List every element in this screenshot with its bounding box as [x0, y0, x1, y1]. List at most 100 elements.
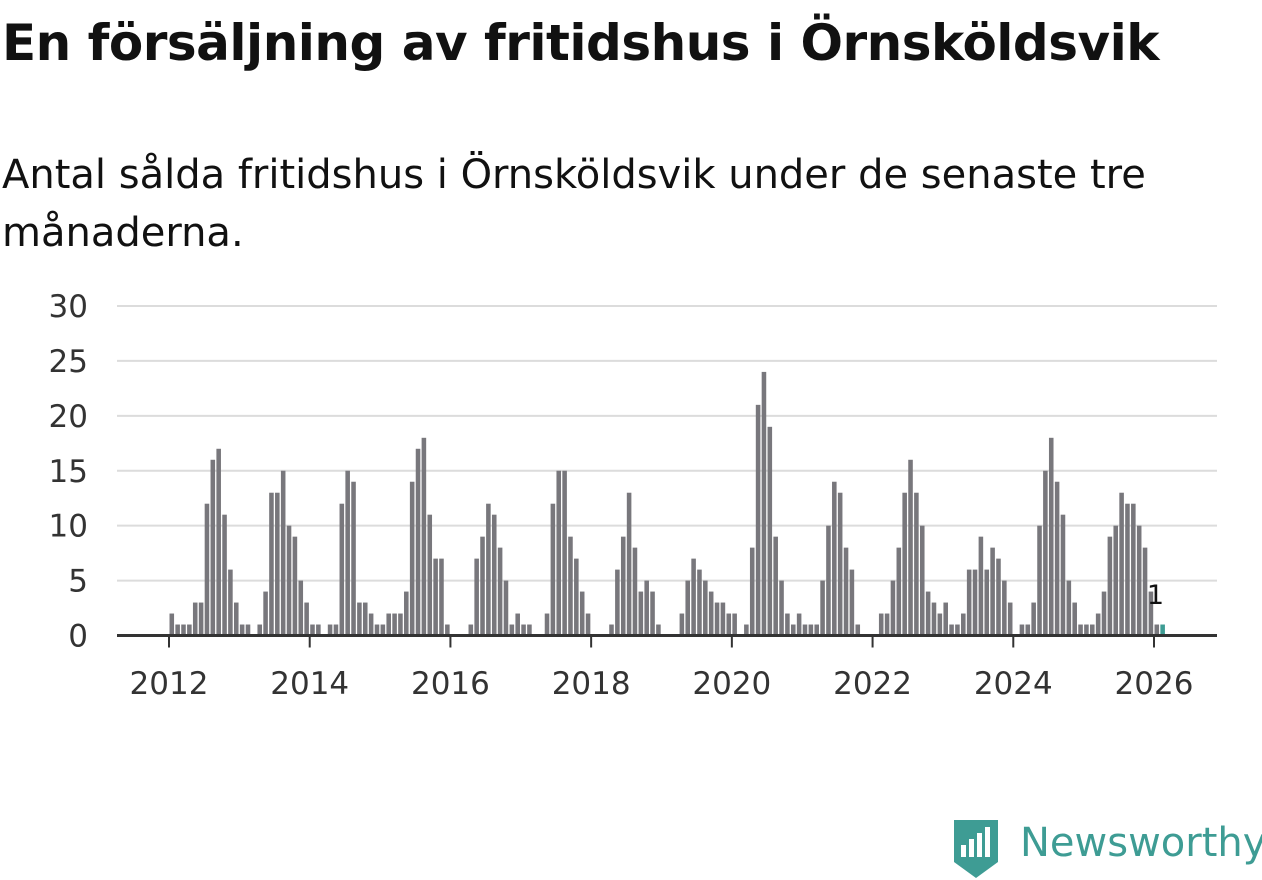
bar	[691, 558, 696, 636]
bar	[298, 580, 304, 636]
bar	[943, 602, 948, 636]
bar	[937, 613, 943, 636]
bar	[609, 624, 614, 636]
last-value-annotation: 1	[1147, 580, 1164, 611]
badge-bar-3	[977, 833, 982, 857]
y-tick-label-20: 20	[49, 399, 88, 435]
bar	[703, 580, 708, 636]
bar	[961, 613, 966, 636]
badge-shape	[954, 820, 998, 878]
bar	[362, 602, 368, 636]
bar	[204, 503, 210, 636]
bar	[427, 514, 433, 636]
x-tick-label-2024: 2024	[974, 666, 1053, 702]
bar	[697, 569, 702, 636]
bar	[181, 624, 186, 636]
x-tick-label-2026: 2026	[1115, 666, 1194, 702]
bar	[1007, 602, 1013, 636]
bar	[808, 624, 814, 636]
badge-bar-2	[969, 839, 974, 857]
bar	[714, 602, 720, 636]
bar	[1095, 613, 1101, 636]
bar	[931, 602, 937, 636]
chart-subtitle: Antal sålda fritidshus i Örnsköldsvik un…	[2, 152, 1146, 256]
y-tick-label-5: 5	[68, 564, 88, 600]
bar	[1037, 525, 1042, 636]
bar	[509, 624, 515, 636]
bar	[914, 492, 919, 636]
bar	[316, 624, 321, 636]
bar	[210, 459, 216, 636]
bar	[380, 624, 386, 636]
bar	[855, 624, 861, 636]
bar	[304, 602, 309, 636]
x-tick-label-2022: 2022	[833, 666, 912, 702]
bar	[685, 580, 691, 636]
bar	[1078, 624, 1083, 636]
bar	[708, 591, 714, 636]
x-tick-label-2016: 2016	[411, 666, 490, 702]
bar	[896, 547, 902, 636]
bar	[216, 448, 221, 636]
bar	[832, 481, 837, 636]
bar	[1113, 525, 1119, 636]
bar	[257, 624, 263, 636]
bar	[292, 536, 298, 636]
bar	[615, 569, 620, 636]
bar	[796, 613, 802, 636]
bar	[755, 404, 761, 636]
bar	[779, 580, 784, 636]
bar	[421, 437, 427, 636]
bar	[1043, 470, 1048, 636]
bar	[1066, 580, 1072, 636]
bar	[1107, 536, 1113, 636]
bar	[890, 580, 896, 636]
x-tick-label-2014: 2014	[270, 666, 349, 702]
bar	[562, 470, 567, 636]
bar	[497, 547, 503, 636]
bar	[1154, 624, 1160, 636]
bar	[1125, 503, 1130, 636]
bar	[468, 624, 474, 636]
bar	[585, 613, 591, 636]
bar	[1072, 602, 1077, 636]
bar	[233, 602, 239, 636]
bar	[1131, 503, 1136, 636]
bar	[386, 613, 391, 636]
chart-title: En försäljning av fritidshus i Örnskölds…	[2, 14, 1159, 72]
bar	[333, 624, 339, 636]
bar	[984, 569, 990, 636]
bar	[644, 580, 649, 636]
bar-highlight	[1160, 624, 1165, 636]
bar	[357, 602, 362, 636]
bar	[638, 591, 644, 636]
bar	[978, 536, 984, 636]
bar	[884, 613, 890, 636]
bar	[785, 613, 790, 636]
bar	[656, 624, 661, 636]
bar	[990, 547, 995, 636]
newsworthy-logo: Newsworthy	[950, 818, 1262, 878]
bar	[398, 613, 403, 636]
bar	[820, 580, 825, 636]
bar	[474, 558, 479, 636]
x-tick-label-2018: 2018	[552, 666, 631, 702]
y-tick-label-30: 30	[49, 289, 88, 325]
bar	[996, 558, 1001, 636]
bar	[837, 492, 843, 636]
bar	[192, 602, 198, 636]
bar	[439, 558, 444, 636]
bar	[228, 569, 233, 636]
bar	[574, 558, 579, 636]
bar	[744, 624, 749, 636]
bar	[263, 591, 268, 636]
bar	[1060, 514, 1066, 636]
bar	[966, 569, 972, 636]
bar	[1142, 547, 1148, 636]
bar	[579, 591, 585, 636]
bar	[919, 525, 925, 636]
x-tick-label-2020: 2020	[692, 666, 771, 702]
bar	[544, 613, 550, 636]
bar	[761, 371, 767, 636]
